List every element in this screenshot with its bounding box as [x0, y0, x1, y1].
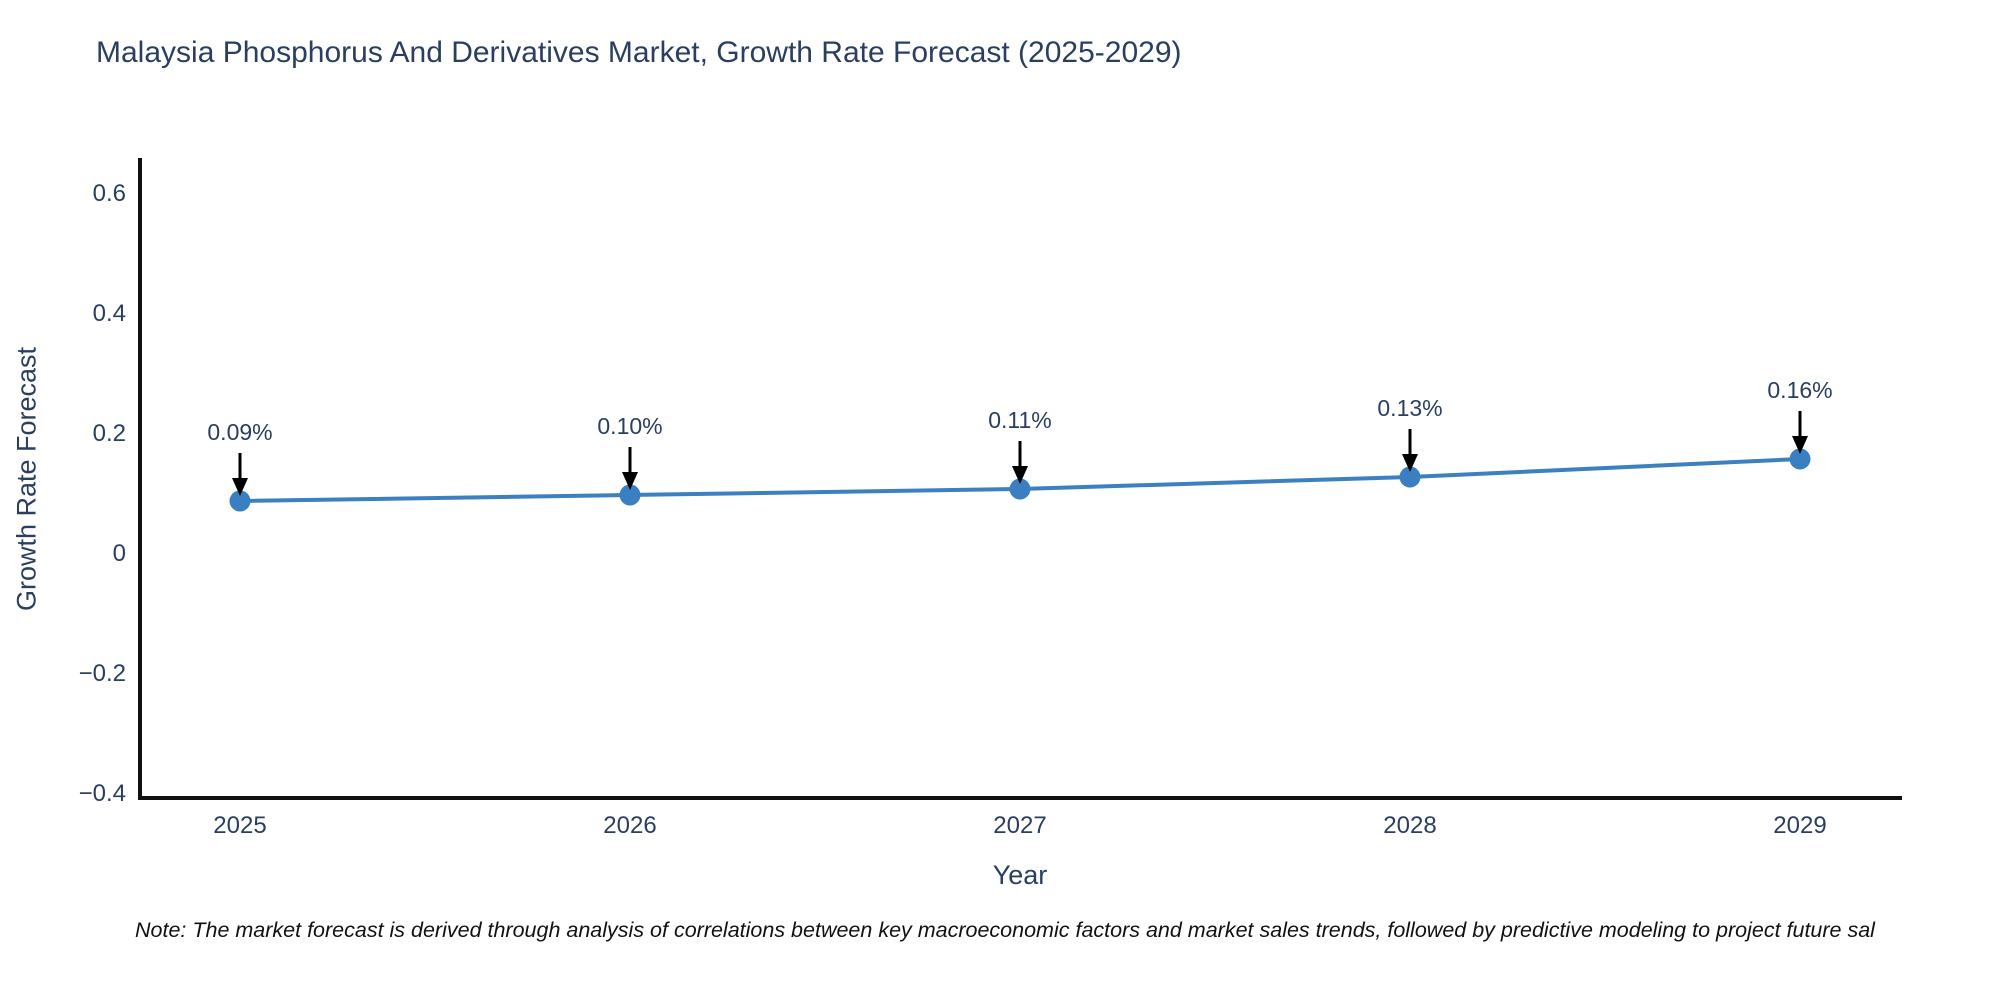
data-point-2026[interactable] — [619, 484, 641, 506]
data-point-2028[interactable] — [1399, 466, 1421, 488]
y-tick-−0.2: −0.2 — [78, 660, 126, 687]
y-tick-−0.4: −0.4 — [78, 780, 126, 807]
y-tick-0.2: 0.2 — [92, 420, 126, 447]
point-value-label-2025: 0.09% — [207, 419, 273, 445]
point-value-label-2028: 0.13% — [1377, 395, 1443, 421]
x-tick-2029: 2029 — [1773, 812, 1827, 839]
annotation-arrowhead-icon — [622, 472, 638, 490]
y-tick-0: 0 — [112, 540, 126, 567]
x-tick-2026: 2026 — [603, 812, 657, 839]
point-value-label-2026: 0.10% — [597, 413, 663, 439]
footnote: Note: The market forecast is derived thr… — [135, 918, 1875, 942]
chart-title: Malaysia Phosphorus And Derivatives Mark… — [96, 36, 1182, 69]
annotation-arrowhead-icon — [1012, 466, 1028, 484]
data-point-2027[interactable] — [1009, 478, 1031, 500]
y-tick-0.4: 0.4 — [92, 300, 126, 327]
x-tick-2028: 2028 — [1383, 812, 1437, 839]
data-point-2029[interactable] — [1789, 448, 1811, 470]
y-tick-0.6: 0.6 — [92, 180, 126, 207]
annotation-arrowhead-icon — [1792, 436, 1808, 454]
point-value-label-2027: 0.11% — [988, 407, 1052, 433]
x-axis-title: Year — [992, 860, 1048, 890]
point-value-label-2029: 0.16% — [1767, 377, 1833, 403]
x-tick-2027: 2027 — [993, 812, 1047, 839]
data-point-2025[interactable] — [229, 490, 251, 512]
annotation-arrowhead-icon — [1402, 454, 1418, 472]
x-tick-2025: 2025 — [213, 812, 267, 839]
annotation-arrowhead-icon — [232, 478, 248, 496]
